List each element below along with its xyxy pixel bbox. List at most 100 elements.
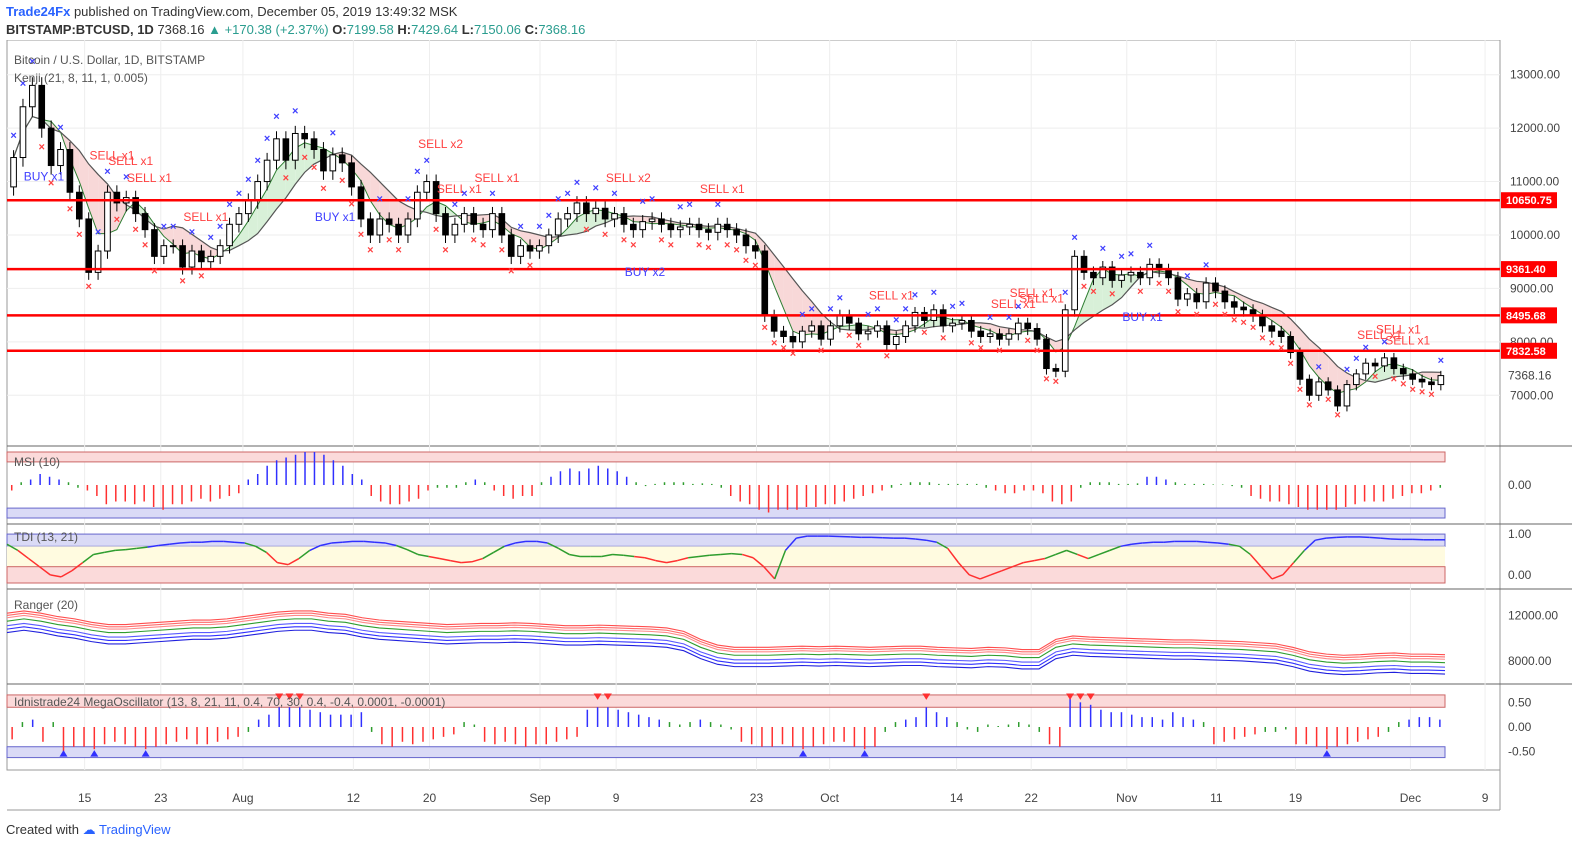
tdi-line-segment [450,559,462,564]
sell-marker-icon: × [790,348,796,360]
sell-marker-icon: × [1428,389,1434,401]
tdi-line-segment [698,554,710,558]
mega-up-triangle-icon [860,750,869,757]
kenji-cloud-segment [980,322,991,331]
open-value: 7199.58 [346,22,394,37]
tdi-line-segment [320,542,332,547]
candle-body [1381,357,1388,367]
tdi-line-segment [1077,553,1089,560]
sell-marker-icon: × [978,343,984,355]
buy-marker-icon: × [555,193,561,205]
tdi-line-segment [1120,543,1132,548]
sell-marker-icon: × [1391,374,1397,386]
tdi-line-segment [720,552,732,556]
buy-marker-icon: × [264,133,270,145]
buy-marker-icon: × [987,312,993,324]
candle-body [1212,282,1219,292]
tdi-line-segment [287,557,300,566]
buy-marker-icon: × [104,166,110,178]
sell-marker-icon: × [320,183,326,195]
mega-down-triangle-icon [1066,693,1075,700]
candle-body [1146,263,1154,279]
brand-link[interactable]: Trade24Fx [6,4,71,19]
candle-body [564,213,571,220]
candle-body [1240,306,1247,311]
candle-body [1024,322,1032,329]
buy-marker-icon: × [217,221,223,233]
x-tick-label: 19 [1289,791,1303,805]
sr-price-tag [1501,342,1557,359]
buy-marker-icon: × [254,155,260,167]
buy-marker-icon: × [517,221,523,233]
tdi-mid-band [7,546,1445,567]
candle-body [385,218,393,225]
sell-marker-icon: × [846,330,852,342]
tdi-line-segment [773,550,787,580]
sell-marker-icon: × [1250,322,1256,334]
tdi-line-segment [1217,542,1229,546]
tdi-line-segment [1369,536,1381,539]
sr-price-label: 7832.58 [1506,346,1546,358]
tdi-line-segment [969,574,981,580]
candle-body [958,319,966,324]
buy-marker-icon: × [236,188,242,200]
sell-marker-icon: × [1259,332,1265,344]
candle-body [1437,375,1445,386]
tdi-line-segment [904,537,916,540]
candle-body [310,138,318,151]
candle-body [376,218,384,236]
candle-body [1014,322,1022,335]
candle-body [827,325,834,340]
sell-marker-icon: × [771,337,777,349]
kenji-cloud-segment [238,220,249,246]
tdi-line-segment [363,540,375,543]
tdi-line-segment [784,537,797,551]
tdi-line-segment [342,540,354,543]
buy-marker-icon: × [292,105,298,117]
candle-body [1296,352,1304,380]
tradingview-link[interactable]: TradingView [99,822,171,837]
tdi-line-segment [504,542,516,548]
candle-body [1183,293,1191,300]
tdi-line-segment [461,561,472,564]
sell-signal-label: SELL x1 [1019,291,1064,305]
ranger-line [6,626,1446,672]
tdi-line-segment [634,555,645,559]
tdi-line-segment [158,543,170,547]
candle-body [874,325,881,332]
tdi-line-segment [796,535,808,539]
sell-signal-label: SELL x1 [89,148,134,162]
low-label: L: [461,22,474,37]
created-with: Created with [6,822,79,837]
candle-body [1399,368,1407,375]
kenji-cloud-segment [576,212,587,234]
candle-body [1108,266,1116,281]
candle-body [1315,381,1323,396]
tdi-line-segment [82,553,94,564]
candle-body [113,191,121,204]
mega-y-tick: 0.00 [1508,720,1532,734]
kenji-cloud-segment [1318,347,1329,387]
buy-marker-icon: × [649,193,655,205]
sr-price-label: 8495.68 [1506,310,1546,322]
tdi-line-segment [1326,536,1337,539]
buy-marker-icon: × [1118,251,1124,263]
chart-area[interactable]: 15 23 Aug 12 20 Sep 9 23 Oct 14 22 Nov 11 19 Dec 9 13000… [0,40,1572,815]
tdi-line-segment [1131,542,1143,546]
buy-marker-icon: × [1184,270,1190,282]
candle-body [1230,301,1238,308]
sell-marker-icon: × [921,327,927,339]
sell-marker-icon: × [367,245,373,257]
tdi-line-segment [6,543,19,552]
buy-marker-icon: × [1015,301,1021,313]
sell-marker-icon: × [1024,335,1030,347]
candle-body [1362,362,1370,375]
candle-body [179,245,186,268]
kenji-cloud-segment [116,196,127,230]
tdi-line-segment [1249,553,1262,568]
kenji-cloud-segment [248,204,258,241]
tdi-line-segment [471,557,483,563]
candle-body [1409,373,1416,380]
tdi-line-segment [569,553,581,558]
candle-body [470,213,477,225]
